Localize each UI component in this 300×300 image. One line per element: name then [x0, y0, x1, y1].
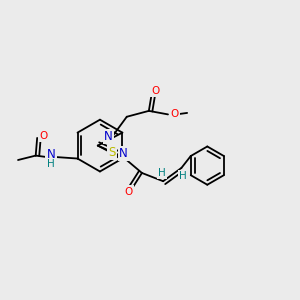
Text: N: N — [46, 148, 56, 160]
Text: H: H — [179, 171, 187, 181]
Text: H: H — [158, 168, 166, 178]
Text: S: S — [108, 146, 116, 159]
Text: O: O — [124, 187, 133, 196]
Text: O: O — [170, 110, 178, 119]
Text: H: H — [47, 158, 55, 169]
Text: N: N — [104, 130, 112, 143]
Text: N: N — [119, 147, 128, 160]
Text: O: O — [39, 130, 47, 141]
Text: O: O — [151, 86, 159, 96]
